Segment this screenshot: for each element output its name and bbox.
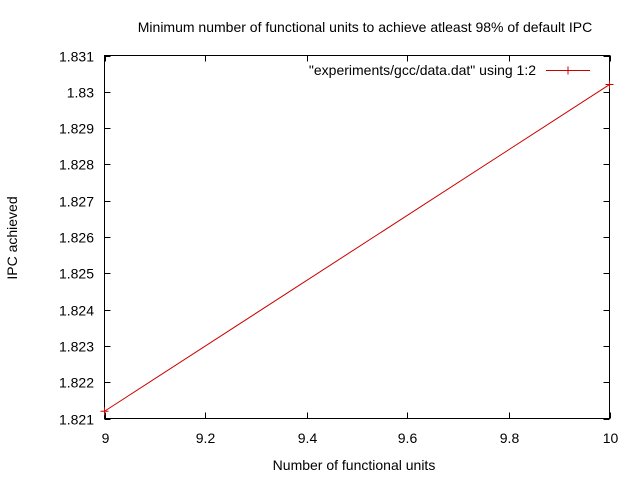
- y-tick-label: 1.831: [59, 49, 94, 65]
- x-tick-label: 9: [102, 430, 110, 446]
- x-axis-label: Number of functional units: [273, 457, 436, 473]
- x-tick-label: 9.6: [398, 430, 418, 446]
- y-tick-label: 1.828: [59, 157, 94, 173]
- x-axis: 9 9.2 9.4 9.6 9.8 10: [102, 55, 619, 446]
- x-tick-label: 9.8: [500, 430, 520, 446]
- y-tick-label: 1.825: [59, 266, 94, 282]
- y-tick-label: 1.822: [59, 375, 94, 391]
- plot-frame: [104, 55, 610, 419]
- y-axis-label: IPC achieved: [4, 196, 20, 279]
- data-point: [100, 407, 109, 416]
- y-tick-label: 1.829: [59, 121, 94, 137]
- x-tick-label: 10: [603, 430, 619, 446]
- legend: "experiments/gcc/data.dat" using 1:2: [309, 62, 590, 78]
- data-point: [605, 80, 614, 89]
- y-tick-label: 1.824: [59, 303, 94, 319]
- x-tick-label: 9.4: [298, 430, 318, 446]
- y-tick-label: 1.827: [59, 194, 94, 210]
- x-tick-label: 9.2: [196, 430, 216, 446]
- legend-marker: [564, 66, 572, 75]
- y-tick-label: 1.823: [59, 339, 94, 355]
- y-tick-label: 1.83: [67, 85, 94, 101]
- y-tick-label: 1.826: [59, 230, 94, 246]
- y-axis: 1.821 1.822 1.823 1.824 1.825 1.826 1.827 1.828…: [59, 49, 610, 428]
- legend-label: "experiments/gcc/data.dat" using 1:2: [309, 62, 536, 78]
- series-line: [104, 84, 610, 412]
- chart-title: Minimum number of functional units to ac…: [138, 19, 592, 35]
- y-tick-label: 1.821: [59, 412, 94, 428]
- series-layer: [100, 80, 614, 416]
